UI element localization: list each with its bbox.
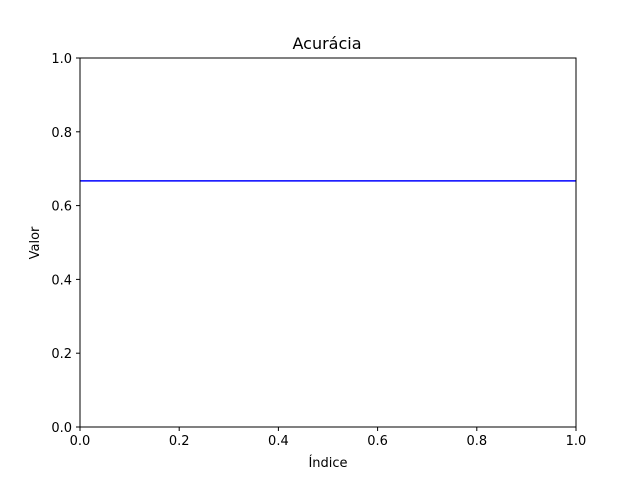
x-tick-label: 1.0 [566, 434, 587, 449]
y-tick-label: 0.4 [51, 273, 72, 288]
x-tick-label: 0.2 [169, 434, 190, 449]
x-axis-ticks: 0.0 0.2 0.4 0.6 0.8 1.0 [70, 427, 587, 449]
y-axis-label: Valor [28, 226, 43, 259]
axes-frame [79, 57, 577, 428]
plot-area [80, 58, 576, 427]
x-tick-label: 0.0 [70, 434, 91, 449]
x-tick-label: 0.4 [268, 434, 289, 449]
x-tick-label: 0.8 [466, 434, 487, 449]
y-tick-label: 0.0 [51, 421, 72, 436]
x-tick-label: 0.6 [367, 434, 388, 449]
x-axis-label: Índice [308, 455, 347, 471]
chart-title: Acurácia [292, 34, 361, 53]
y-tick-label: 1.0 [51, 52, 72, 67]
y-tick-label: 0.8 [51, 126, 72, 141]
y-tick-label: 0.2 [51, 347, 72, 362]
y-tick-label: 0.6 [51, 200, 72, 215]
y-axis-ticks: 0.0 0.2 0.4 0.6 0.8 1.0 [51, 52, 80, 436]
plot-background [80, 58, 576, 427]
